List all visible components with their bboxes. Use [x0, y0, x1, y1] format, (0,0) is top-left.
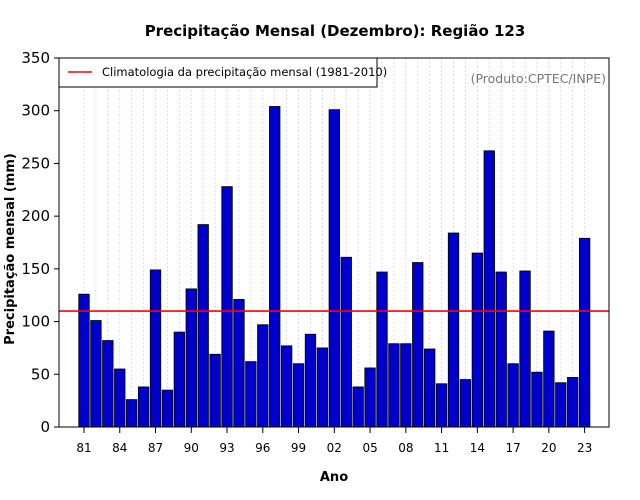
bar-11 — [435, 383, 448, 428]
x-tick-label: 84 — [112, 441, 127, 455]
bar-12 — [447, 232, 460, 428]
bar-21 — [555, 382, 567, 428]
y-tick-label: 50 — [31, 365, 50, 383]
x-tick-label: 81 — [76, 441, 91, 455]
x-tick-label: 87 — [148, 441, 163, 455]
bars — [78, 106, 591, 428]
bar-22 — [567, 377, 579, 428]
chart-title: Precipitação Mensal (Dezembro): Região 1… — [145, 22, 526, 40]
bar-16 — [495, 271, 507, 428]
y-axis-label: Precipitação mensal (mm) — [3, 153, 18, 345]
y-tick-label: 100 — [21, 313, 50, 331]
bar-98 — [280, 345, 293, 428]
bar-23 — [578, 237, 591, 428]
x-tick-label: 90 — [184, 441, 199, 455]
y-tick-label: 250 — [21, 154, 50, 172]
bar-91 — [197, 224, 209, 428]
source-note: (Produto:CPTEC/INPE) — [471, 71, 606, 86]
bar-84 — [114, 368, 126, 428]
legend-box — [58, 57, 378, 88]
bar-02 — [328, 109, 340, 428]
bar-94 — [233, 299, 245, 428]
bar-81 — [78, 293, 90, 428]
y-tick-label: 300 — [21, 102, 50, 120]
y-tick-label: 350 — [21, 49, 50, 67]
bar-89 — [173, 331, 186, 428]
bar-83 — [102, 340, 114, 428]
bar-09 — [412, 262, 424, 428]
bar-18 — [519, 270, 531, 428]
y-tick-label: 150 — [21, 260, 50, 278]
legend: Climatologia da precipitação mensal (198… — [58, 57, 387, 88]
y-tick-label: 200 — [21, 207, 50, 225]
bar-19 — [531, 371, 543, 428]
bar-15 — [483, 150, 495, 428]
bar-14 — [471, 252, 484, 428]
bar-07 — [388, 343, 400, 428]
x-tick-label: 08 — [398, 441, 413, 455]
y-tick-label: 0 — [40, 418, 50, 436]
bar-87 — [149, 269, 162, 428]
bar-05 — [364, 367, 376, 428]
bar-13 — [459, 379, 472, 428]
x-tick-label: 14 — [470, 441, 485, 455]
bar-99 — [292, 363, 305, 428]
bar-04 — [352, 386, 364, 428]
bar-92 — [209, 353, 221, 428]
bar-85 — [126, 399, 138, 428]
bar-06 — [376, 271, 388, 428]
bar-03 — [340, 256, 352, 428]
x-tick-label: 23 — [577, 441, 592, 455]
bar-20 — [543, 330, 555, 428]
bar-90 — [185, 288, 197, 428]
bar-08 — [400, 343, 412, 428]
bar-01 — [316, 347, 329, 428]
x-tick-label: 11 — [434, 441, 449, 455]
x-tick-label: 20 — [541, 441, 556, 455]
bar-10 — [424, 348, 436, 428]
x-axis: 81 84 87 90 93 96 99 02 05 08 11 14 17 20 23 — [76, 427, 592, 455]
x-tick-label: 93 — [219, 441, 234, 455]
bar-17 — [507, 363, 519, 428]
bar-86 — [137, 386, 150, 428]
bar-00 — [304, 333, 317, 428]
bar-88 — [161, 389, 174, 428]
x-tick-label: 99 — [291, 441, 306, 455]
x-tick-label: 17 — [505, 441, 520, 455]
bar-82 — [90, 320, 102, 428]
x-tick-label: 02 — [327, 441, 342, 455]
y-axis: 0 50 100 150 200 250 300 350 — [21, 49, 59, 436]
bar-96 — [257, 324, 269, 428]
x-tick-label: 05 — [362, 441, 377, 455]
bar-95 — [245, 361, 257, 428]
x-axis-label: Ano — [320, 470, 348, 485]
bar-97 — [269, 106, 281, 428]
bar-93 — [221, 186, 233, 428]
legend-label: Climatologia da precipitação mensal (198… — [102, 65, 387, 79]
x-tick-label: 96 — [255, 441, 270, 455]
